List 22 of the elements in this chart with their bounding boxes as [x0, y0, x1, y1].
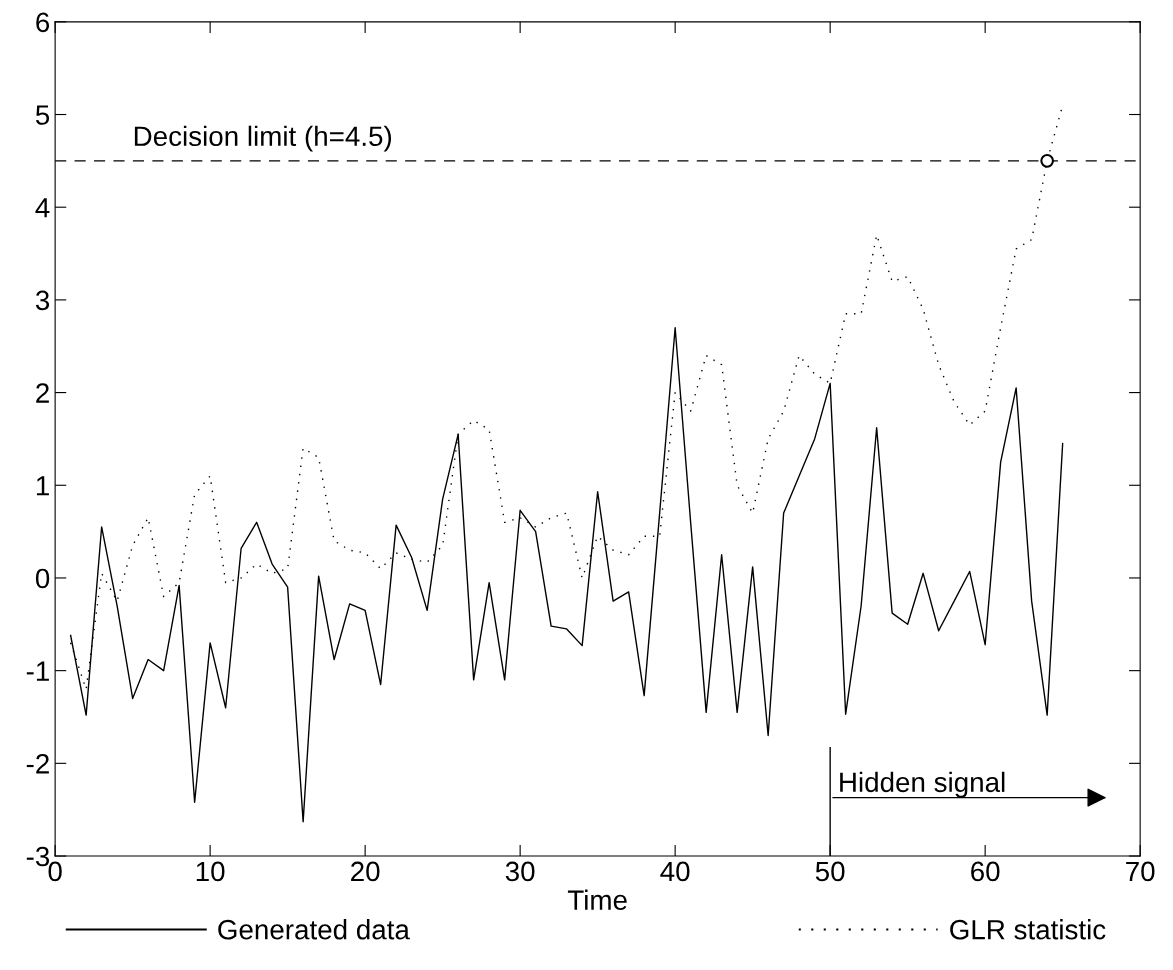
- y-tick-label: 0: [35, 568, 50, 589]
- x-tick-label: 70: [1126, 861, 1155, 882]
- y-tick-label: 1: [36, 476, 49, 496]
- legend-label: GLR statistic: [950, 919, 1106, 940]
- x-tick-label: 10: [196, 861, 225, 882]
- x-tick-label: 20: [351, 861, 380, 882]
- y-tick-label: -1: [26, 661, 49, 681]
- ref-line-label: Hidden signal: [840, 771, 1005, 798]
- legend-label: Generated data: [218, 919, 410, 940]
- y-tick-label: 4: [35, 198, 50, 218]
- x-tick-label: 30: [505, 861, 535, 882]
- x-tick-label: 50: [815, 861, 845, 882]
- y-tick-label: -2: [26, 754, 49, 774]
- x-axis-title: Time: [567, 889, 627, 910]
- y-tick-label: 2: [36, 383, 49, 403]
- y-tick-label: 6: [36, 12, 50, 33]
- x-tick-label: 60: [971, 861, 1000, 882]
- ref-line-label: Decision limit (h=4.5): [134, 125, 392, 152]
- y-tick-label: -3: [26, 846, 50, 867]
- y-tick-label: 3: [35, 290, 50, 311]
- y-tick-label: 5: [35, 105, 50, 125]
- x-tick-label: 40: [660, 861, 690, 882]
